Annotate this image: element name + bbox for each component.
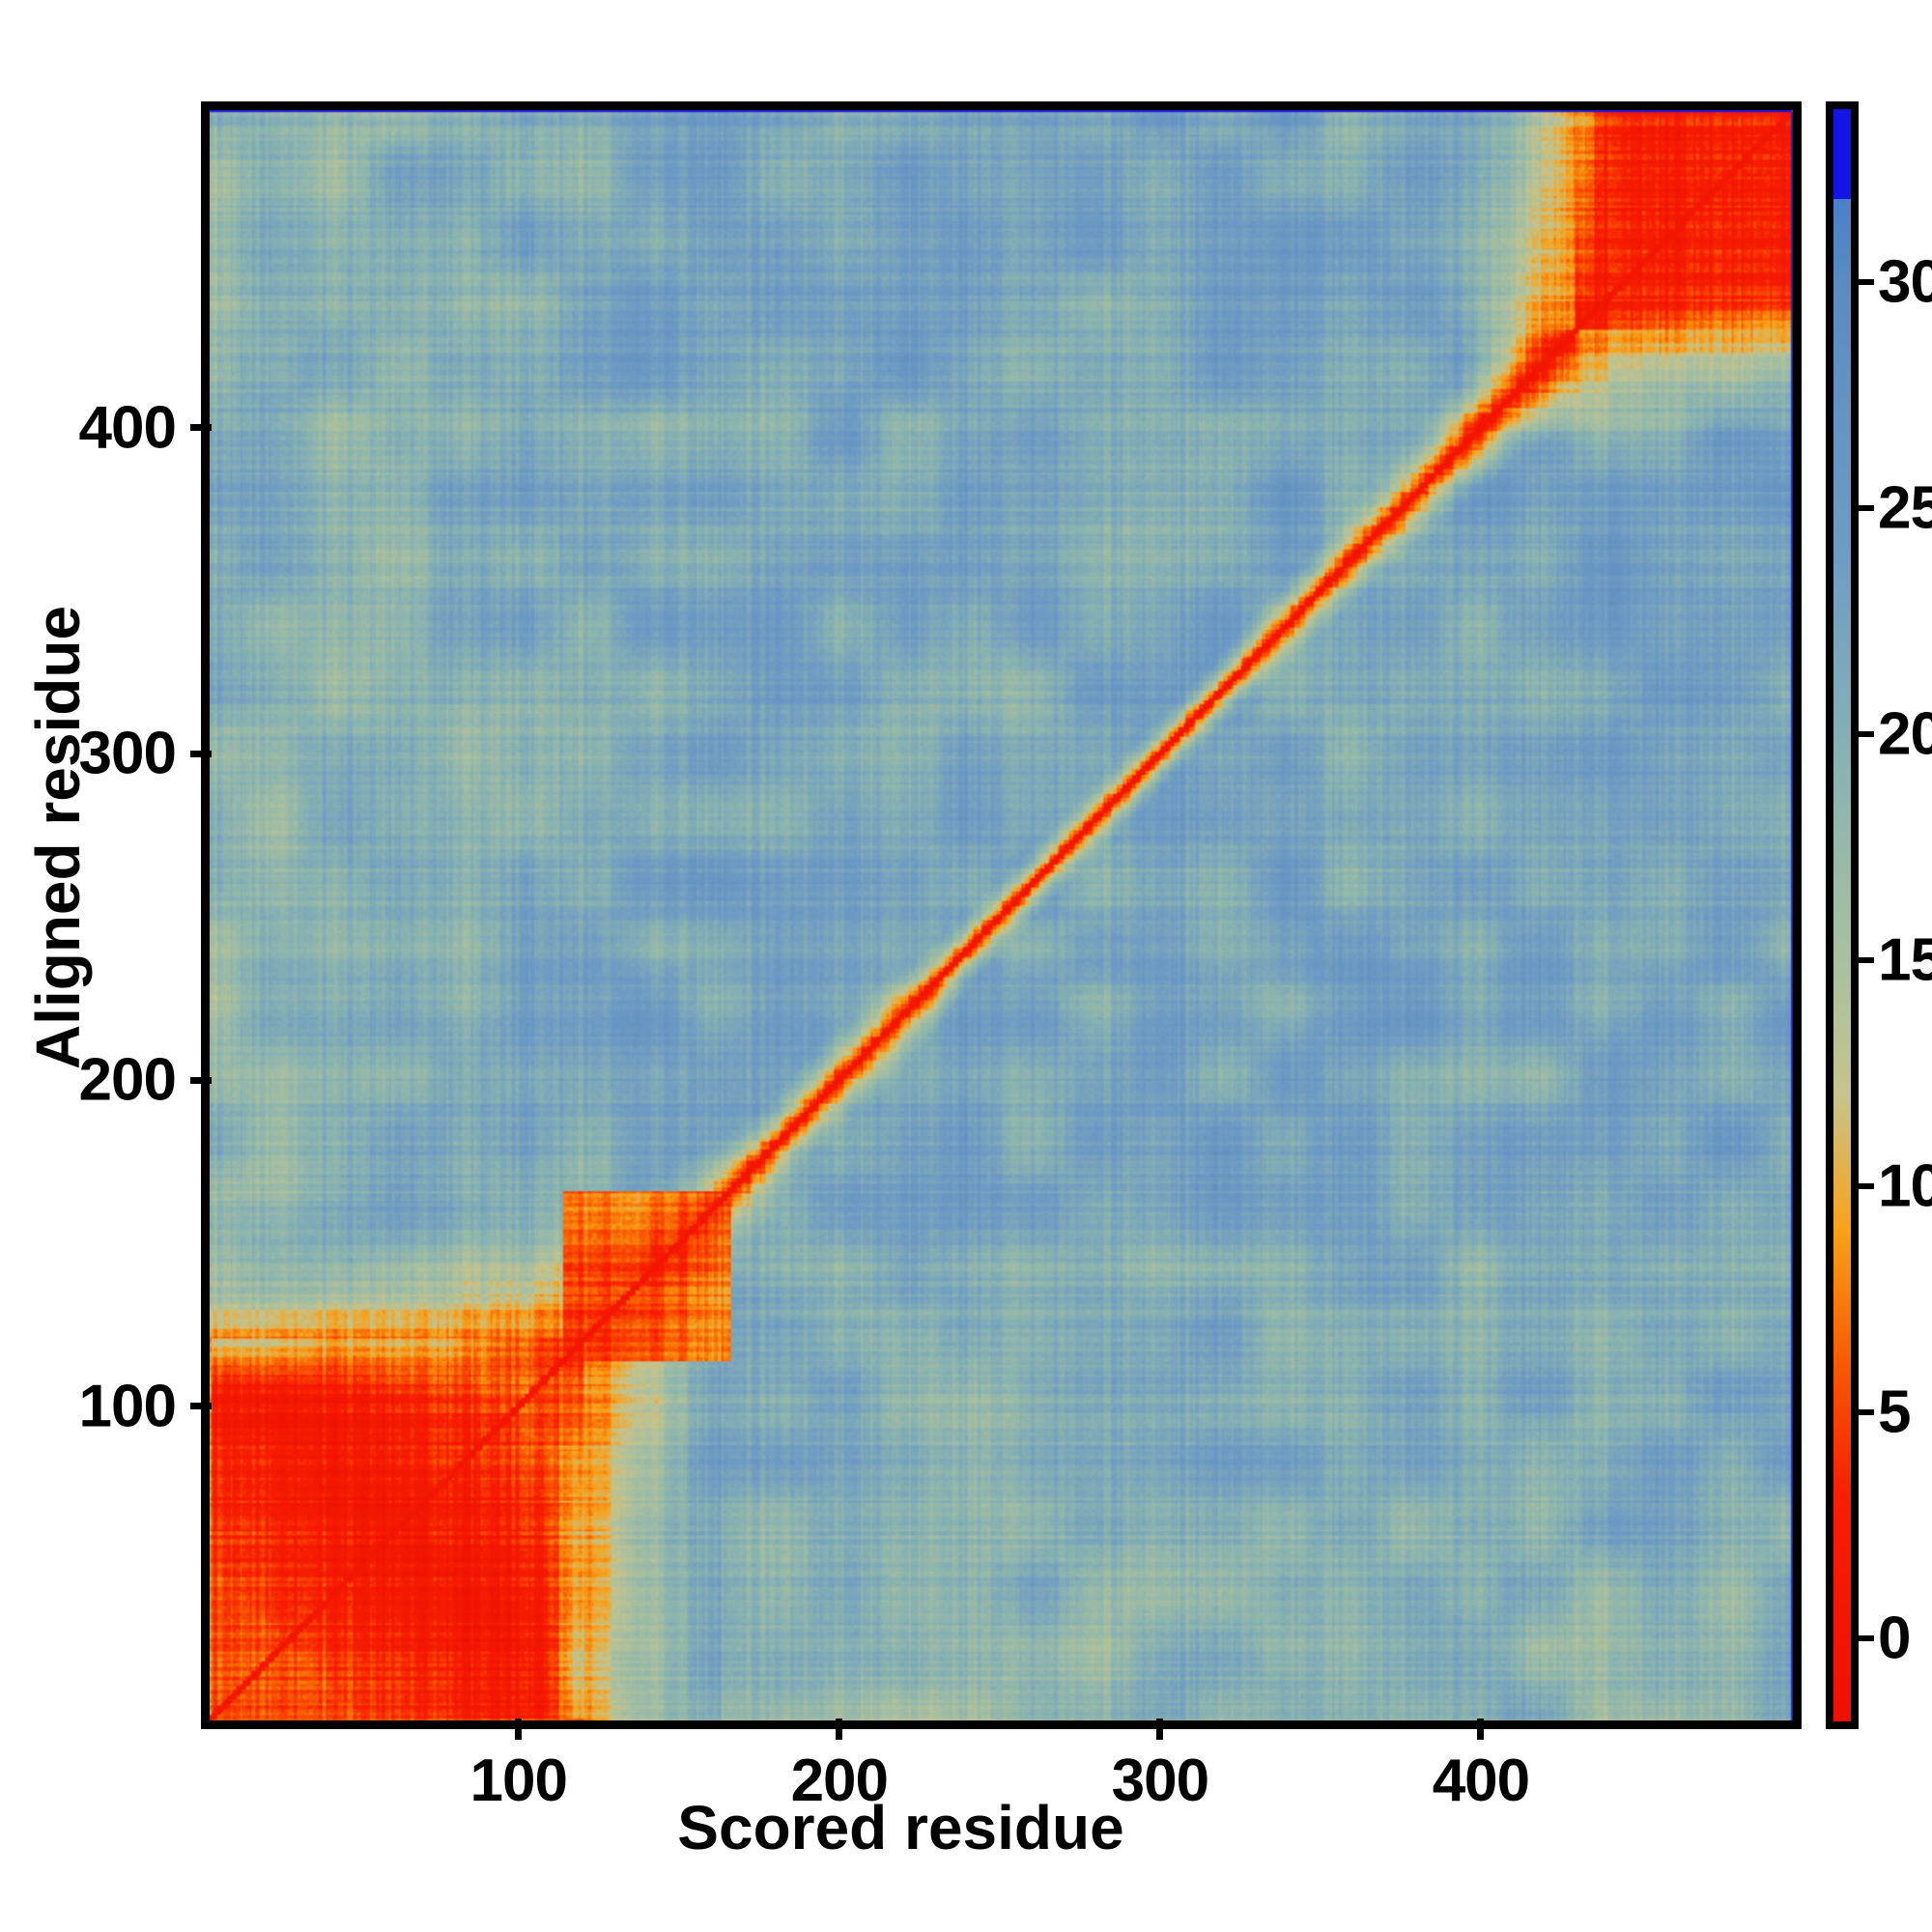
- colorbar-tick-5: [1859, 1409, 1874, 1416]
- x-axis-title: Scored residue: [677, 1793, 1124, 1862]
- x-tick-label-300: 300: [1111, 1747, 1209, 1814]
- colorbar-tick-15: [1859, 957, 1874, 964]
- y-axis-title: Aligned residue: [23, 605, 93, 1070]
- colorbar-tick-label-30: 30: [1878, 248, 1932, 316]
- x-tick-100: [515, 1719, 523, 1740]
- heatmap-image: [210, 110, 1793, 1720]
- colorbar-tick-label-0: 0: [1878, 1605, 1911, 1672]
- x-tick-label-200: 200: [790, 1747, 889, 1814]
- colorbar-tick-10: [1859, 1183, 1874, 1190]
- x-tick-label-100: 100: [469, 1747, 568, 1814]
- colorbar-tick-label-15: 15: [1878, 926, 1932, 994]
- x-tick-label-400: 400: [1432, 1747, 1530, 1814]
- colorbar-gradient: [1833, 109, 1851, 1721]
- colorbar-tick-0: [1859, 1635, 1874, 1642]
- colorbar-tick-25: [1859, 505, 1874, 512]
- y-tick-300: [190, 750, 212, 757]
- y-tick-200: [190, 1076, 212, 1084]
- colorbar-tick-label-25: 25: [1878, 474, 1932, 542]
- y-tick-label-300: 300: [78, 720, 177, 787]
- colorbar-tick-label-10: 10: [1878, 1152, 1932, 1220]
- y-tick-400: [190, 424, 212, 432]
- x-tick-200: [836, 1719, 843, 1740]
- y-tick-100: [190, 1403, 212, 1410]
- y-tick-label-400: 400: [78, 394, 177, 462]
- x-tick-400: [1477, 1719, 1485, 1740]
- colorbar-tick-label-5: 5: [1878, 1378, 1911, 1446]
- x-tick-300: [1156, 1719, 1164, 1740]
- y-tick-label-100: 100: [78, 1373, 177, 1440]
- y-tick-label-200: 200: [78, 1046, 177, 1114]
- colorbar-tick-label-20: 20: [1878, 700, 1932, 768]
- colorbar[interactable]: 0 5 10 15 20 25 30: [1826, 101, 1932, 1729]
- colorbar-frame: [1826, 101, 1859, 1729]
- colorbar-tick-30: [1859, 279, 1874, 286]
- heatmap-plot-area[interactable]: [201, 101, 1802, 1729]
- colorbar-tick-20: [1859, 731, 1874, 738]
